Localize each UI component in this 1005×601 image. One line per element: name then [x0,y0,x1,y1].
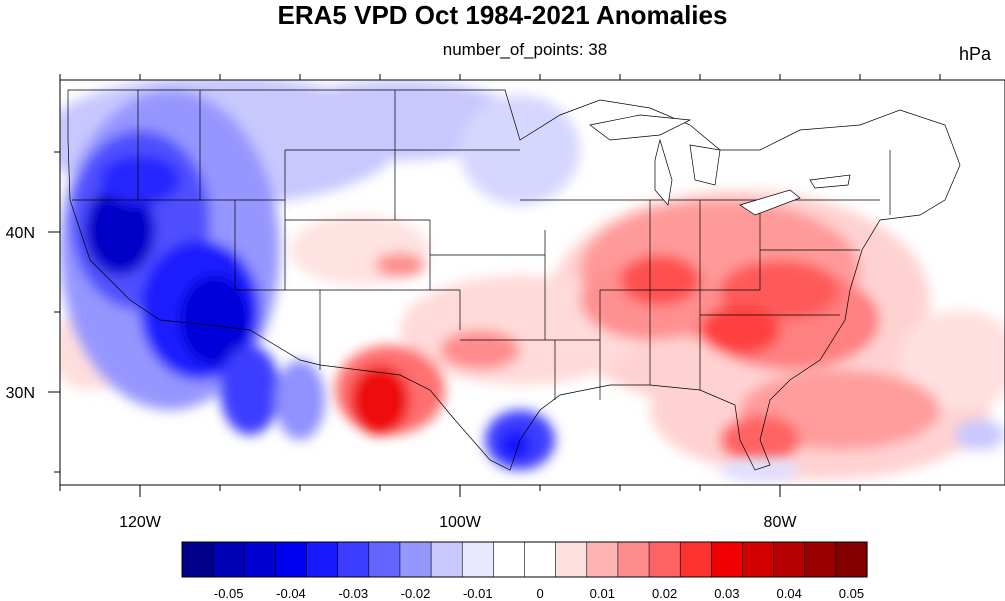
colorbar-swatch [399,541,432,578]
negative-anomaly-shading [60,80,1005,482]
colorbar-swatch [493,541,526,578]
colorbar-label: -0.01 [463,586,493,601]
colorbar-label: -0.04 [276,586,306,601]
colorbar-label: 0.05 [839,586,864,601]
colorbar-swatch [711,541,744,578]
colorbar-swatch [804,541,837,578]
colorbar-swatch [773,541,806,578]
colorbar-label: 0.02 [652,586,677,601]
colorbar-label: 0.04 [777,586,802,601]
colorbar-swatch [181,541,214,578]
colorbar-swatch [524,541,557,578]
colorbar-label: -0.02 [401,586,431,601]
colorbar-label: -0.05 [214,586,244,601]
anomaly-field [60,80,1005,485]
lon-tick-label: 120W [119,514,162,531]
colorbar-frame [181,541,868,578]
great-lakes [589,114,851,216]
colorbar-swatch [586,541,619,578]
colorbar-label: 0.03 [714,586,739,601]
colorbar-label: 0.01 [590,586,615,601]
colorbar-swatch [835,541,868,578]
map-ticks: 120W 100W 80W 40N 30N [6,74,941,531]
colorbar-swatch [212,541,245,578]
colorbar-swatch [337,541,370,578]
colorbar-label: 0 [536,586,543,601]
colorbar-swatch [679,541,712,578]
lat-tick-label: 40N [6,225,35,242]
figure-subtitle: number_of_points: 38 [442,40,608,59]
state-boundaries [67,89,961,471]
lat-tick-label: 30N [6,385,35,402]
colorbar-swatch [243,541,277,578]
colorbar-swatch [275,541,308,578]
figure-title: ERA5 VPD Oct 1984-2021 Anomalies [277,0,728,30]
colorbar-swatch [617,541,650,578]
lon-tick-label: 100W [439,514,482,531]
colorbar-swatch [461,541,494,578]
colorbar-swatch [648,541,681,578]
colorbar-swatch [430,541,463,578]
colorbar-swatch [306,541,339,578]
lon-tick-label: 80W [764,514,798,531]
units-label: hPa [958,44,991,64]
map-frame [59,79,1005,486]
colorbar: -0.05 -0.04 -0.03 -0.02 -0.01 0 0.01 0.02 0.03 0.… [181,541,868,601]
colorbar-swatch [555,541,588,578]
colorbar-swatch [368,541,401,578]
colorbar-label: -0.03 [338,586,368,601]
colorbar-swatch [742,541,775,578]
